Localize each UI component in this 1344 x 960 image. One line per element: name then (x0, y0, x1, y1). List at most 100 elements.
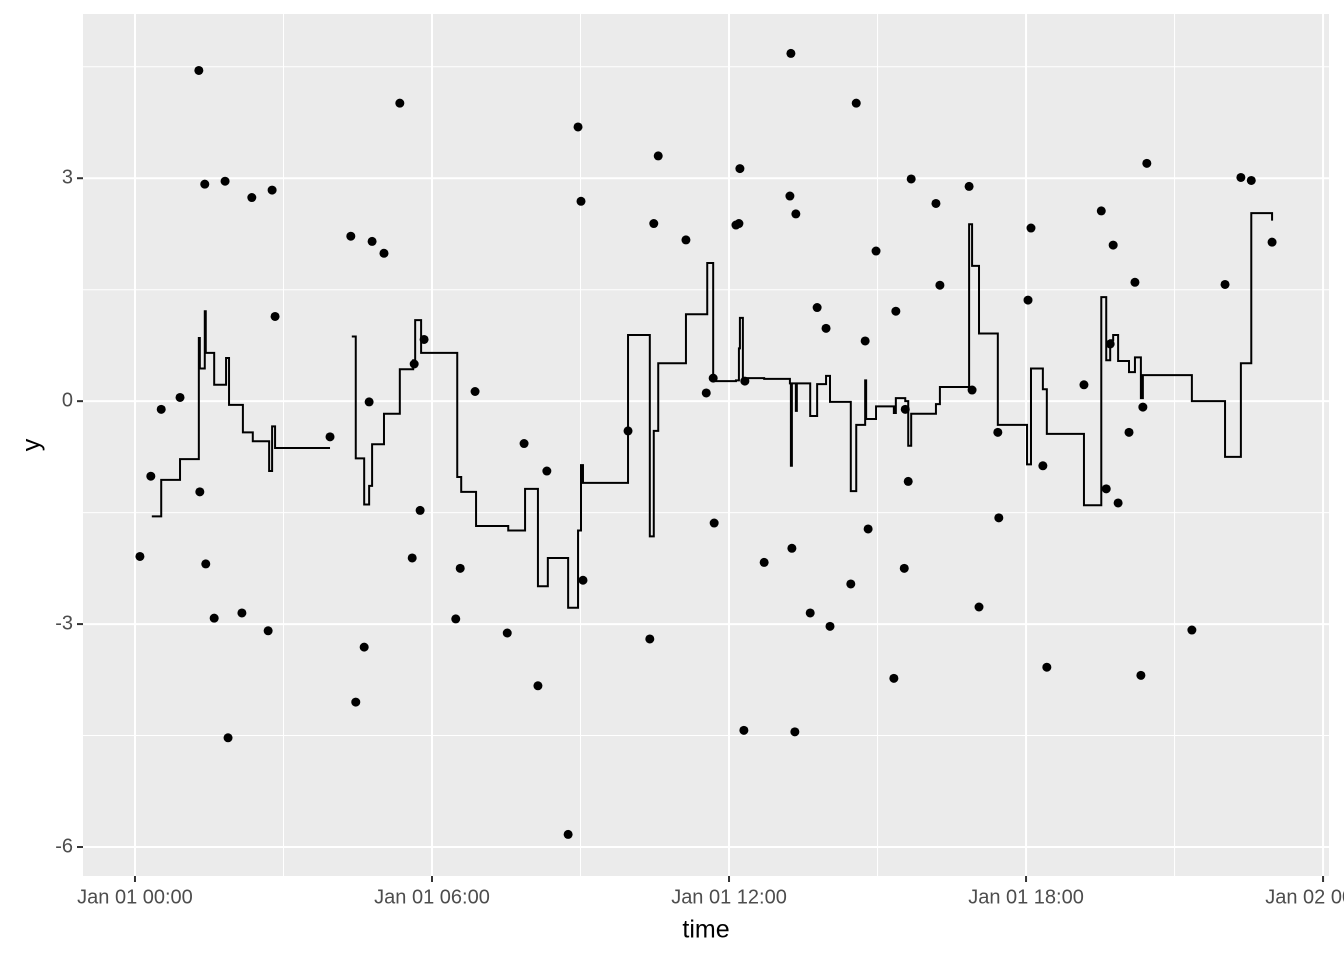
point (825, 621, 835, 631)
point (871, 246, 881, 256)
point (1138, 402, 1148, 412)
point (863, 524, 873, 534)
marks (135, 48, 1277, 839)
point (247, 193, 257, 203)
point (135, 551, 145, 561)
point (175, 392, 185, 402)
point (351, 697, 361, 707)
point (1130, 277, 1140, 287)
point (201, 559, 211, 569)
point (1267, 237, 1277, 247)
point (573, 122, 583, 132)
point (407, 553, 417, 563)
point (649, 219, 659, 229)
point (364, 397, 374, 407)
panel (83, 14, 1329, 876)
point (194, 65, 204, 75)
point (653, 151, 663, 161)
point (805, 608, 815, 618)
point (1042, 662, 1052, 672)
point (851, 98, 861, 108)
point (1124, 427, 1134, 437)
point (964, 181, 974, 191)
y-tick-label: -6 (55, 835, 73, 857)
point (415, 505, 425, 515)
point (821, 323, 831, 333)
point (735, 164, 745, 174)
point (860, 336, 870, 346)
point (786, 48, 796, 58)
point (1220, 279, 1230, 289)
point (812, 303, 822, 313)
x-tick-label: Jan 02 00:00 (1265, 886, 1344, 908)
point (790, 727, 800, 737)
point (1038, 461, 1048, 471)
point (200, 179, 210, 189)
point (209, 613, 219, 623)
point (1236, 172, 1246, 182)
point (195, 487, 205, 497)
point (325, 432, 335, 442)
point (263, 626, 273, 636)
point (451, 614, 461, 624)
point (267, 185, 277, 195)
point (889, 673, 899, 683)
point (993, 427, 1003, 437)
point (542, 466, 552, 476)
point (533, 681, 543, 691)
point (787, 543, 797, 553)
x-tick-label: Jan 01 12:00 (671, 886, 787, 908)
point (1026, 223, 1036, 233)
point (220, 176, 230, 186)
y-tick-label: 0 (62, 389, 73, 411)
point (1108, 240, 1118, 250)
point (359, 642, 369, 652)
point (563, 829, 573, 839)
point (346, 231, 356, 241)
point (701, 388, 711, 398)
point (935, 280, 945, 290)
point (1096, 206, 1106, 216)
point (146, 471, 156, 481)
point (223, 733, 233, 743)
point (1187, 625, 1197, 635)
point (681, 235, 691, 245)
point (759, 557, 769, 567)
point (645, 634, 655, 644)
point (846, 579, 856, 589)
point (891, 306, 901, 316)
point (576, 196, 586, 206)
point (994, 513, 1004, 523)
point (1113, 498, 1123, 508)
point (270, 311, 280, 321)
y-axis-title: y (18, 438, 46, 451)
x-tick-label: Jan 01 18:00 (968, 886, 1084, 908)
y-tick-label: -3 (55, 612, 73, 634)
axes: Jan 01 00:00 Jan 01 06:00 Jan 01 12:00 Jan … (55, 167, 1344, 909)
point (791, 209, 801, 219)
x-axis-title: time (682, 916, 729, 944)
step-line (151, 212, 1274, 609)
point (709, 518, 719, 528)
point (906, 174, 916, 184)
point (502, 628, 512, 638)
point (1142, 158, 1152, 168)
point (156, 404, 166, 414)
point (578, 575, 588, 585)
point (470, 386, 480, 396)
point (739, 725, 749, 735)
point (899, 563, 909, 573)
point (1023, 295, 1033, 305)
point (974, 602, 984, 612)
point (379, 248, 389, 258)
point (1101, 484, 1111, 494)
point (1136, 670, 1146, 680)
point (903, 476, 913, 486)
point (367, 236, 377, 246)
grid (83, 14, 1329, 876)
y-tick-label: 3 (62, 167, 73, 189)
point (1246, 175, 1256, 185)
point (734, 219, 744, 229)
